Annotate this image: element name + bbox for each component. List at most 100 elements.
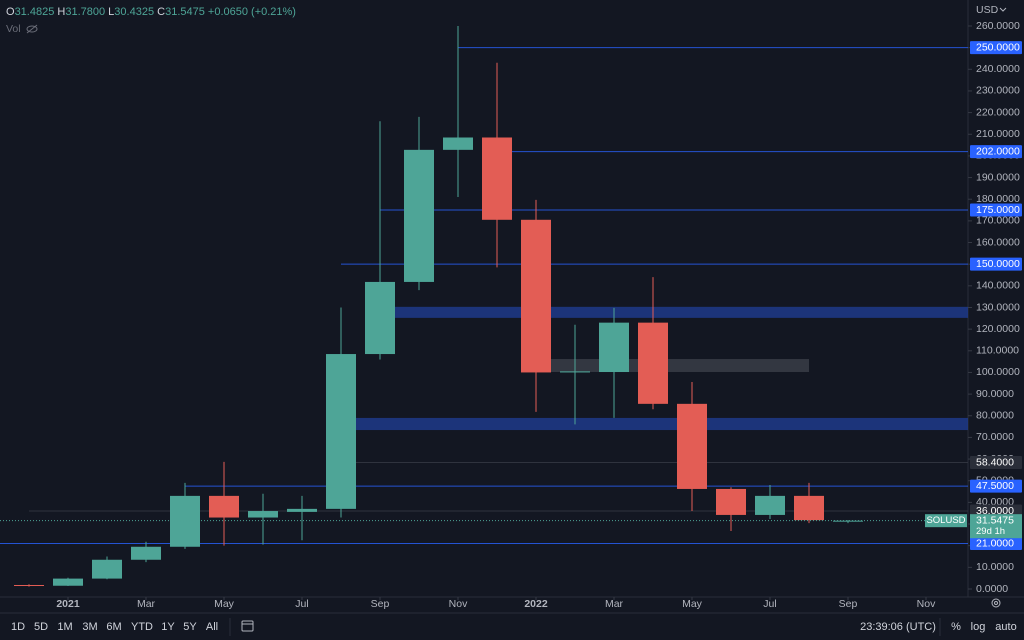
hide-icon[interactable] [26, 24, 38, 34]
last-price-box [970, 514, 1022, 539]
x-tick-label: May [214, 598, 235, 610]
range-button[interactable]: 1Y [161, 621, 175, 633]
candle-body [443, 137, 473, 150]
close-key: C [157, 6, 165, 18]
clock: 23:39:06 (UTC) [860, 621, 936, 633]
candle-body [794, 495, 824, 521]
y-tick-label: 120.0000 [976, 323, 1020, 335]
x-tick-label: Sep [371, 598, 390, 610]
auto-toggle[interactable]: auto [995, 621, 1016, 633]
symbol-box [925, 514, 967, 528]
candle-body [560, 371, 590, 373]
log-toggle[interactable]: log [971, 621, 986, 633]
level-label-box [970, 257, 1022, 271]
level-label-box [970, 41, 1022, 55]
level-label: 58.4000 [976, 456, 1014, 468]
range-button[interactable]: All [206, 621, 218, 633]
y-tick-label: 160.0000 [976, 236, 1020, 248]
close-val: 31.5475 [165, 6, 205, 18]
percent-toggle[interactable]: % [951, 621, 961, 633]
plot [0, 25, 968, 587]
y-tick-label: 230.0000 [976, 85, 1020, 97]
y-tick-label: 170.0000 [976, 215, 1020, 227]
candle-body [14, 585, 44, 587]
candle-body [365, 281, 395, 355]
countdown: 29d 1h [976, 526, 1005, 537]
high-val: 31.7800 [65, 6, 105, 18]
range-button[interactable]: 5D [34, 621, 48, 633]
x-tick-label: Jul [295, 598, 308, 610]
y-tick-label: 260.0000 [976, 20, 1020, 32]
y-tick-label: 180.0000 [976, 193, 1020, 205]
candle-body [482, 137, 512, 220]
candle-body [92, 559, 122, 579]
volume-label: Vol [6, 23, 21, 35]
level-label-box [970, 537, 1022, 551]
candle-body [716, 488, 746, 515]
x-tick-label: May [682, 598, 703, 610]
y-tick-label: 110.0000 [976, 345, 1019, 357]
y-tick-label: 240.0000 [976, 63, 1020, 75]
level-label: 36.0000 [976, 505, 1014, 517]
y-tick-label: 70.0000 [976, 431, 1014, 443]
y-tick-label: 190.0000 [976, 171, 1020, 183]
x-tick-label: Sep [839, 598, 858, 610]
range-button[interactable]: 6M [106, 621, 121, 633]
x-tick-label: 2021 [56, 598, 80, 610]
change-val: +0.0650 (+0.21%) [208, 6, 296, 18]
y-tick-label: 100.0000 [976, 366, 1020, 378]
candle-body [53, 578, 83, 586]
open-val: 31.4825 [15, 6, 55, 18]
settings-icon[interactable] [991, 598, 1001, 608]
level-label: 21.0000 [976, 537, 1014, 549]
level-label: 175.0000 [976, 204, 1020, 216]
y-tick-label: 90.0000 [976, 388, 1014, 400]
y-tick-label: 10.0000 [976, 561, 1014, 573]
level-label: 202.0000 [976, 145, 1020, 157]
level-label: 250.0000 [976, 41, 1020, 53]
currency[interactable]: USD [976, 4, 999, 16]
symbol-label: SOLUSD [926, 515, 965, 526]
x-tick-label: Mar [605, 598, 624, 610]
candle-body [326, 354, 356, 509]
range-button[interactable]: YTD [131, 621, 153, 633]
candle-body [677, 403, 707, 489]
y-tick-label: 210.0000 [976, 128, 1020, 140]
y-tick-label: 140.0000 [976, 280, 1020, 292]
range-button[interactable]: 3M [82, 621, 97, 633]
level-label-box [970, 145, 1022, 159]
candle-body [599, 322, 629, 373]
high-key: H [57, 6, 65, 18]
zone [380, 306, 968, 318]
candle-body [248, 511, 278, 518]
toolbar: 1D 5D 1M 3M 6M YTD 1Y 5Y All [11, 621, 218, 633]
range-button[interactable]: 1M [57, 621, 72, 633]
level-label-box [970, 203, 1022, 217]
candle-body [755, 495, 785, 515]
y-tick-label: 220.0000 [976, 106, 1020, 118]
range-button[interactable]: 5Y [183, 621, 197, 633]
candle-body [170, 495, 200, 547]
candle-body [287, 508, 317, 512]
candle-body [638, 322, 668, 404]
open-key: O [6, 6, 15, 18]
low-val: 30.4325 [114, 6, 154, 18]
y-tick-label: 130.0000 [976, 301, 1020, 313]
date-range-icon[interactable] [241, 620, 254, 632]
candle-body [404, 149, 434, 282]
x-tick-label: Jul [763, 598, 776, 610]
level-label: 150.0000 [976, 258, 1020, 270]
level-label-box [970, 479, 1022, 493]
ohlc-header: O31.4825 H31.7800 L30.4325 C31.5475 +0.0… [6, 6, 296, 18]
range-button[interactable]: 1D [11, 621, 25, 633]
y-tick-label: 80.0000 [976, 410, 1014, 422]
x-tick-label: Nov [449, 598, 468, 610]
level-label-box [970, 456, 1022, 470]
zone [536, 359, 809, 373]
x-tick-label: Mar [137, 598, 156, 610]
currency-chevron[interactable] [999, 7, 1007, 12]
y-tick-label: 0.0000 [976, 583, 1008, 595]
x-tick-label: 2022 [524, 598, 548, 610]
